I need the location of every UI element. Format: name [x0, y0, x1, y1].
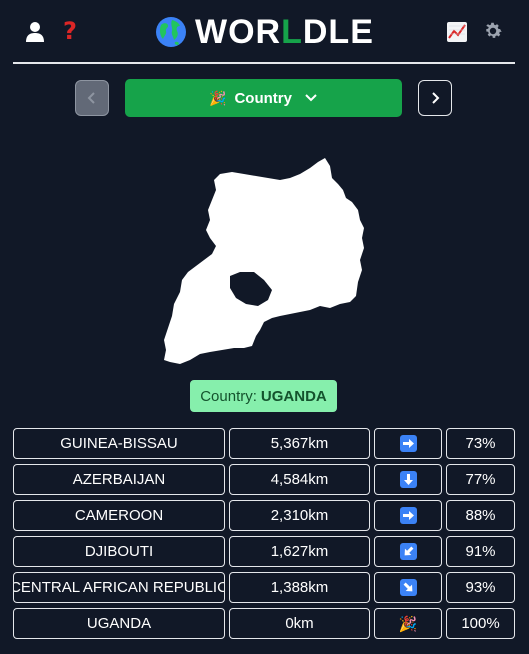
- answer-prefix: Country:: [200, 387, 257, 405]
- chevron-down-icon: [304, 93, 318, 103]
- chevron-left-icon: [87, 92, 95, 104]
- guess-direction: [374, 536, 442, 567]
- guess-country: CENTRAL AFRICAN REPUBLIC: [13, 572, 225, 603]
- globe-icon: [156, 17, 186, 47]
- guess-country: CAMEROON: [13, 500, 225, 531]
- guess-row: DJIBOUTI 1,627km 91%: [13, 536, 515, 567]
- guess-country: DJIBOUTI: [13, 536, 225, 567]
- guess-distance: 2,310km: [229, 500, 370, 531]
- guess-distance: 1,388km: [229, 572, 370, 603]
- guess-proximity: 100%: [446, 608, 515, 639]
- mode-label: Country: [234, 89, 292, 107]
- guess-distance: 1,627km: [229, 536, 370, 567]
- guess-row: CAMEROON 2,310km 88%: [13, 500, 515, 531]
- previous-mode-button[interactable]: [75, 80, 109, 116]
- guess-row: GUINEA-BISSAU 5,367km 73%: [13, 428, 515, 459]
- app-header: ? WORLDLE: [13, 0, 515, 64]
- guess-row: UGANDA 0km 🎉 100%: [13, 608, 515, 639]
- guess-row: AZERBAIJAN 4,584km 77%: [13, 464, 515, 495]
- guess-direction: [374, 428, 442, 459]
- country-silhouette: [164, 158, 364, 364]
- guess-proximity: 73%: [446, 428, 515, 459]
- help-icon[interactable]: ?: [63, 17, 77, 45]
- next-mode-button[interactable]: [418, 80, 452, 116]
- guess-distance: 4,584km: [229, 464, 370, 495]
- answer-banner: Country: UGANDA: [190, 380, 337, 412]
- guess-country: GUINEA-BISSAU: [13, 428, 225, 459]
- arrow-south-east-icon: [399, 579, 417, 596]
- guess-proximity: 88%: [446, 500, 515, 531]
- guess-country: UGANDA: [13, 608, 225, 639]
- guess-direction: [374, 464, 442, 495]
- party-popper-icon: 🎉: [209, 89, 227, 106]
- guess-proximity: 77%: [446, 464, 515, 495]
- answer-value: UGANDA: [260, 387, 327, 405]
- app-title: WORLDLE: [195, 13, 374, 51]
- user-icon[interactable]: [24, 20, 46, 44]
- arrow-east-icon: [399, 507, 417, 524]
- guess-direction: 🎉: [374, 608, 442, 639]
- guess-direction: [374, 500, 442, 531]
- chevron-right-icon: [432, 92, 440, 104]
- arrow-south-west-icon: [399, 543, 417, 560]
- gear-icon[interactable]: [481, 19, 505, 43]
- arrow-south-icon: [399, 471, 417, 488]
- guess-distance: 0km: [229, 608, 370, 639]
- arrow-east-icon: [399, 435, 417, 452]
- guess-row: CENTRAL AFRICAN REPUBLIC 1,388km 93%: [13, 572, 515, 603]
- guess-country: AZERBAIJAN: [13, 464, 225, 495]
- guess-direction: [374, 572, 442, 603]
- guess-proximity: 91%: [446, 536, 515, 567]
- app-logo: WORLDLE: [155, 14, 374, 50]
- guess-list: GUINEA-BISSAU 5,367km 73% AZERBAIJAN 4,584km…: [13, 428, 515, 644]
- guess-proximity: 93%: [446, 572, 515, 603]
- stats-icon[interactable]: [445, 20, 469, 44]
- guess-distance: 5,367km: [229, 428, 370, 459]
- mode-select-button[interactable]: 🎉 Country: [125, 79, 402, 117]
- party-popper-icon: 🎉: [398, 615, 418, 633]
